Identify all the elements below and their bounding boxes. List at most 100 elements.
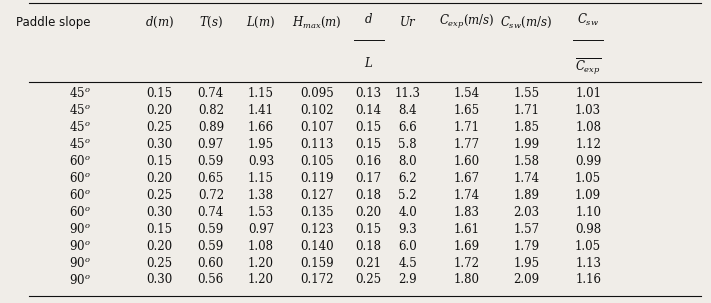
- Text: 0.25: 0.25: [146, 189, 173, 202]
- Text: 1.95: 1.95: [513, 257, 540, 270]
- Text: 0.119: 0.119: [301, 172, 334, 185]
- Text: 0.59: 0.59: [198, 155, 224, 168]
- Text: 1.13: 1.13: [575, 257, 602, 270]
- Text: 1.74: 1.74: [513, 172, 540, 185]
- Text: $60^o$: $60^o$: [69, 188, 91, 202]
- Text: 0.97: 0.97: [248, 223, 274, 236]
- Text: 0.18: 0.18: [356, 189, 382, 202]
- Text: 0.140: 0.140: [300, 240, 334, 253]
- Text: $90^o$: $90^o$: [69, 222, 91, 236]
- Text: 1.95: 1.95: [248, 138, 274, 151]
- Text: 8.0: 8.0: [398, 155, 417, 168]
- Text: 0.20: 0.20: [146, 240, 173, 253]
- Text: 0.102: 0.102: [301, 104, 334, 117]
- Text: 0.25: 0.25: [146, 257, 173, 270]
- Text: 1.20: 1.20: [248, 274, 274, 287]
- Text: $T(s)$: $T(s)$: [199, 15, 223, 30]
- Text: 11.3: 11.3: [395, 87, 421, 100]
- Text: 6.0: 6.0: [398, 240, 417, 253]
- Text: 0.93: 0.93: [248, 155, 274, 168]
- Text: 0.127: 0.127: [301, 189, 334, 202]
- Text: 1.80: 1.80: [454, 274, 480, 287]
- Text: 0.13: 0.13: [356, 87, 382, 100]
- Text: 0.30: 0.30: [146, 274, 173, 287]
- Text: 0.30: 0.30: [146, 138, 173, 151]
- Text: 0.15: 0.15: [356, 223, 382, 236]
- Text: $H_{max}(m)$: $H_{max}(m)$: [292, 15, 342, 30]
- Text: 1.55: 1.55: [513, 87, 540, 100]
- Text: 0.21: 0.21: [356, 257, 382, 270]
- Text: 0.135: 0.135: [300, 206, 334, 219]
- Text: $90^o$: $90^o$: [69, 256, 91, 270]
- Text: $\overline{C_{exp}}$: $\overline{C_{exp}}$: [575, 56, 602, 77]
- Text: $C_{sw}$: $C_{sw}$: [577, 12, 599, 28]
- Text: 1.71: 1.71: [454, 121, 480, 134]
- Text: 0.74: 0.74: [198, 87, 224, 100]
- Text: $90^o$: $90^o$: [69, 239, 91, 253]
- Text: $L$: $L$: [364, 56, 373, 70]
- Text: $60^o$: $60^o$: [69, 154, 91, 168]
- Text: 1.65: 1.65: [454, 104, 480, 117]
- Text: $45^o$: $45^o$: [69, 103, 91, 118]
- Text: 0.113: 0.113: [301, 138, 334, 151]
- Text: 0.105: 0.105: [300, 155, 334, 168]
- Text: 0.15: 0.15: [146, 155, 173, 168]
- Text: 1.67: 1.67: [454, 172, 480, 185]
- Text: 5.8: 5.8: [398, 138, 417, 151]
- Text: 4.5: 4.5: [398, 257, 417, 270]
- Text: 6.6: 6.6: [398, 121, 417, 134]
- Text: 1.74: 1.74: [454, 189, 480, 202]
- Text: 0.15: 0.15: [146, 223, 173, 236]
- Text: 1.99: 1.99: [513, 138, 540, 151]
- Text: 0.74: 0.74: [198, 206, 224, 219]
- Text: 1.20: 1.20: [248, 257, 274, 270]
- Text: 6.2: 6.2: [398, 172, 417, 185]
- Text: 0.15: 0.15: [356, 138, 382, 151]
- Text: 0.59: 0.59: [198, 223, 224, 236]
- Text: $C_{sw}(m/s)$: $C_{sw}(m/s)$: [501, 15, 552, 30]
- Text: 1.85: 1.85: [513, 121, 540, 134]
- Text: $Ur$: $Ur$: [399, 15, 417, 29]
- Text: 4.0: 4.0: [398, 206, 417, 219]
- Text: 0.99: 0.99: [575, 155, 602, 168]
- Text: 1.69: 1.69: [454, 240, 480, 253]
- Text: 1.77: 1.77: [454, 138, 480, 151]
- Text: 1.08: 1.08: [575, 121, 602, 134]
- Text: 0.59: 0.59: [198, 240, 224, 253]
- Text: 0.15: 0.15: [146, 87, 173, 100]
- Text: 8.4: 8.4: [398, 104, 417, 117]
- Text: 0.123: 0.123: [301, 223, 334, 236]
- Text: 1.58: 1.58: [513, 155, 540, 168]
- Text: 0.30: 0.30: [146, 206, 173, 219]
- Text: 2.03: 2.03: [513, 206, 540, 219]
- Text: 0.15: 0.15: [356, 121, 382, 134]
- Text: 1.72: 1.72: [454, 257, 480, 270]
- Text: 2.09: 2.09: [513, 274, 540, 287]
- Text: $d$: $d$: [364, 12, 373, 26]
- Text: 0.20: 0.20: [146, 172, 173, 185]
- Text: $45^o$: $45^o$: [69, 137, 91, 152]
- Text: 1.60: 1.60: [454, 155, 480, 168]
- Text: 1.38: 1.38: [248, 189, 274, 202]
- Text: 1.89: 1.89: [513, 189, 540, 202]
- Text: 0.82: 0.82: [198, 104, 224, 117]
- Text: 0.89: 0.89: [198, 121, 224, 134]
- Text: 1.41: 1.41: [248, 104, 274, 117]
- Text: 0.18: 0.18: [356, 240, 382, 253]
- Text: 0.56: 0.56: [198, 274, 224, 287]
- Text: 1.79: 1.79: [513, 240, 540, 253]
- Text: $C_{exp}(m/s)$: $C_{exp}(m/s)$: [439, 13, 495, 31]
- Text: $90^o$: $90^o$: [69, 273, 91, 287]
- Text: 0.72: 0.72: [198, 189, 224, 202]
- Text: 2.9: 2.9: [398, 274, 417, 287]
- Text: 0.25: 0.25: [146, 121, 173, 134]
- Text: 1.53: 1.53: [248, 206, 274, 219]
- Text: 1.12: 1.12: [575, 138, 601, 151]
- Text: 0.65: 0.65: [198, 172, 224, 185]
- Text: 0.16: 0.16: [356, 155, 382, 168]
- Text: $45^o$: $45^o$: [69, 86, 91, 101]
- Text: 0.25: 0.25: [356, 274, 382, 287]
- Text: 1.03: 1.03: [575, 104, 602, 117]
- Text: 1.09: 1.09: [575, 189, 602, 202]
- Text: 9.3: 9.3: [398, 223, 417, 236]
